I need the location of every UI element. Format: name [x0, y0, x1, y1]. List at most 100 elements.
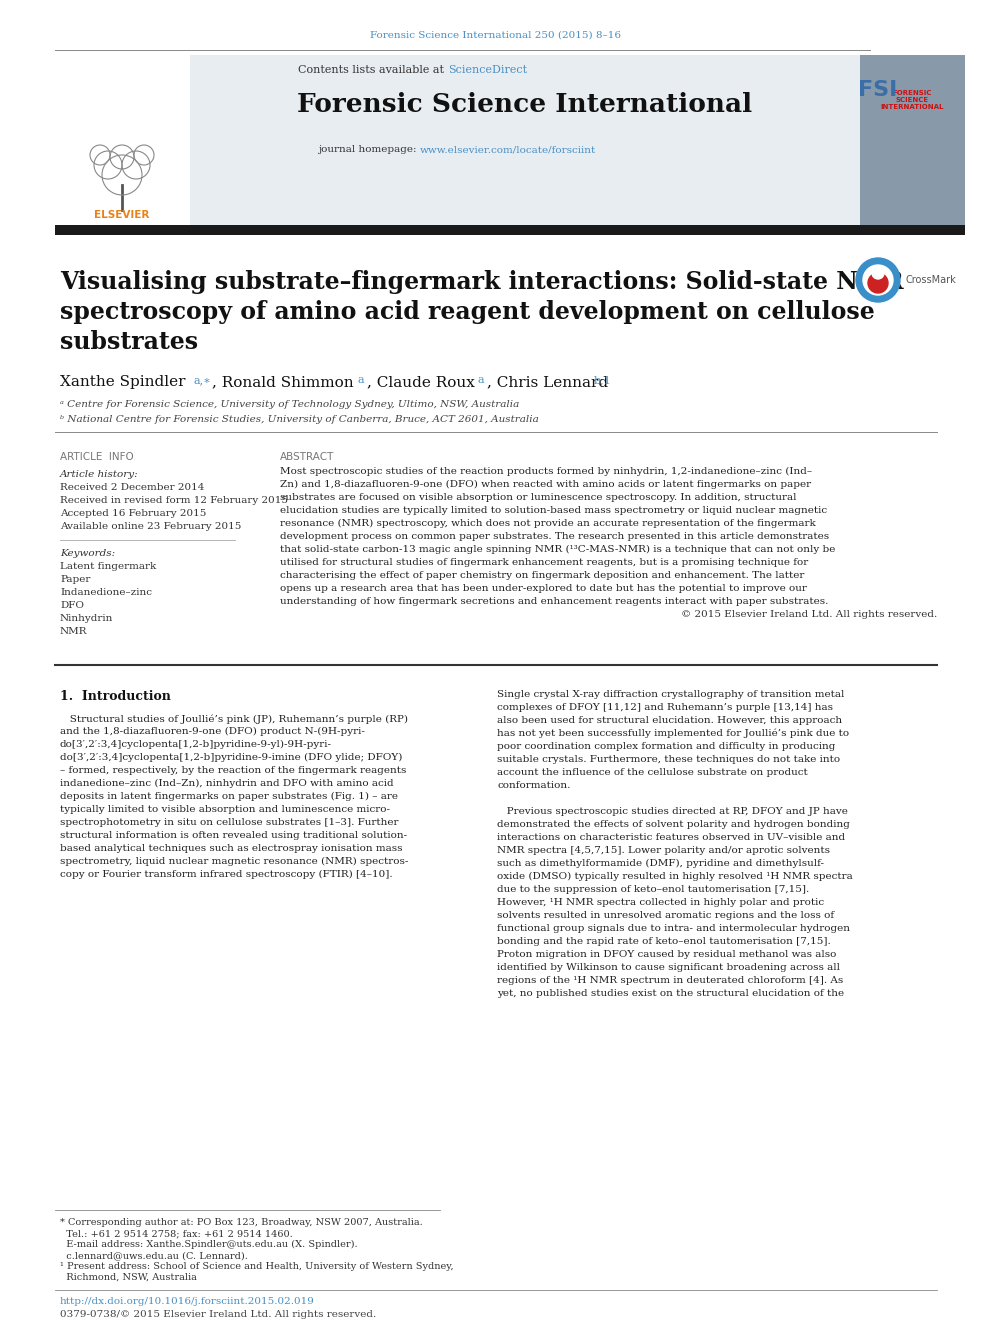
Text: yet, no published studies exist on the structural elucidation of the: yet, no published studies exist on the s… [497, 990, 844, 998]
Text: development process on common paper substrates. The research presented in this a: development process on common paper subs… [280, 532, 829, 541]
Text: poor coordination complex formation and difficulty in producing: poor coordination complex formation and … [497, 742, 835, 751]
Text: spectroscopy of amino acid reagent development on cellulose: spectroscopy of amino acid reagent devel… [60, 300, 875, 324]
Text: resonance (NMR) spectroscopy, which does not provide an accurate representation : resonance (NMR) spectroscopy, which does… [280, 519, 815, 528]
Text: a,∗: a,∗ [194, 374, 211, 385]
Text: structural information is often revealed using traditional solution-: structural information is often revealed… [60, 831, 407, 840]
Text: ARTICLE  INFO: ARTICLE INFO [60, 452, 134, 462]
Text: identified by Wilkinson to cause significant broadening across all: identified by Wilkinson to cause signifi… [497, 963, 840, 972]
Text: Received in revised form 12 February 2015: Received in revised form 12 February 201… [60, 496, 288, 505]
Text: that solid-state carbon-13 magic angle spinning NMR (¹³C-MAS-NMR) is a technique: that solid-state carbon-13 magic angle s… [280, 545, 835, 554]
Text: Xanthe Spindler: Xanthe Spindler [60, 374, 186, 389]
Text: Visualising substrate–fingermark interactions: Solid-state NMR: Visualising substrate–fingermark interac… [60, 270, 904, 294]
Text: Keywords:: Keywords: [60, 549, 115, 558]
Text: complexes of DFOY [11,12] and Ruhemann’s purple [13,14] has: complexes of DFOY [11,12] and Ruhemann’s… [497, 703, 833, 712]
Text: substrates: substrates [60, 329, 198, 355]
Text: bonding and the rapid rate of keto–enol tautomerisation [7,15].: bonding and the rapid rate of keto–enol … [497, 937, 830, 946]
Circle shape [863, 265, 893, 295]
Text: , Claude Roux: , Claude Roux [367, 374, 475, 389]
Text: ScienceDirect: ScienceDirect [448, 65, 527, 75]
Text: opens up a research area that has been under-explored to date but has the potent: opens up a research area that has been u… [280, 583, 806, 593]
Text: journal homepage:: journal homepage: [318, 146, 420, 155]
Text: ABSTRACT: ABSTRACT [280, 452, 334, 462]
Text: Latent fingermark: Latent fingermark [60, 562, 157, 572]
Text: Forensic Science International: Forensic Science International [298, 93, 753, 118]
Text: deposits in latent fingermarks on paper substrates (Fig. 1) – are: deposits in latent fingermarks on paper … [60, 792, 398, 802]
Text: NMR spectra [4,5,7,15]. Lower polarity and/or aprotic solvents: NMR spectra [4,5,7,15]. Lower polarity a… [497, 845, 830, 855]
Text: functional group signals due to intra- and intermolecular hydrogen: functional group signals due to intra- a… [497, 923, 850, 933]
Text: Richmond, NSW, Australia: Richmond, NSW, Australia [60, 1273, 196, 1282]
Text: © 2015 Elsevier Ireland Ltd. All rights reserved.: © 2015 Elsevier Ireland Ltd. All rights … [681, 610, 937, 619]
Text: b,1: b,1 [594, 374, 612, 385]
Text: Most spectroscopic studies of the reaction products formed by ninhydrin, 1,2-ind: Most spectroscopic studies of the reacti… [280, 467, 812, 476]
Text: conformation.: conformation. [497, 781, 570, 790]
Text: based analytical techniques such as electrospray ionisation mass: based analytical techniques such as elec… [60, 844, 403, 853]
Text: do[3′,2′:3,4]cyclopenta[1,2-b]pyridine-9-imine (DFO ylide; DFOY): do[3′,2′:3,4]cyclopenta[1,2-b]pyridine-9… [60, 753, 403, 762]
Text: , Chris Lennard: , Chris Lennard [487, 374, 608, 389]
Text: ᵇ National Centre for Forensic Studies, University of Canberra, Bruce, ACT 2601,: ᵇ National Centre for Forensic Studies, … [60, 415, 539, 423]
Text: , Ronald Shimmon: , Ronald Shimmon [212, 374, 353, 389]
Text: utilised for structural studies of fingermark enhancement reagents, but is a pro: utilised for structural studies of finge… [280, 558, 808, 568]
Text: account the influence of the cellulose substrate on product: account the influence of the cellulose s… [497, 767, 807, 777]
Text: Accepted 16 February 2015: Accepted 16 February 2015 [60, 509, 206, 519]
Text: elucidation studies are typically limited to solution-based mass spectrometry or: elucidation studies are typically limite… [280, 505, 827, 515]
Text: ᵃ Centre for Forensic Science, University of Technology Sydney, Ultimo, NSW, Aus: ᵃ Centre for Forensic Science, Universit… [60, 400, 519, 409]
Text: http://dx.doi.org/10.1016/j.forsciint.2015.02.019: http://dx.doi.org/10.1016/j.forsciint.20… [60, 1297, 314, 1306]
Text: Paper: Paper [60, 576, 90, 583]
Text: Indanedione–zinc: Indanedione–zinc [60, 587, 152, 597]
Text: Available online 23 February 2015: Available online 23 February 2015 [60, 523, 241, 531]
Text: Previous spectroscopic studies directed at RP, DFOY and JP have: Previous spectroscopic studies directed … [497, 807, 848, 816]
Text: 1.  Introduction: 1. Introduction [60, 691, 171, 703]
Text: solvents resulted in unresolved aromatic regions and the loss of: solvents resulted in unresolved aromatic… [497, 912, 834, 919]
Text: However, ¹H NMR spectra collected in highly polar and protic: However, ¹H NMR spectra collected in hig… [497, 898, 824, 908]
Text: ELSEVIER: ELSEVIER [94, 210, 150, 220]
Text: Zn) and 1,8-diazafluoren-9-one (DFO) when reacted with amino acids or latent fin: Zn) and 1,8-diazafluoren-9-one (DFO) whe… [280, 480, 811, 490]
Text: E-mail address: Xanthe.Spindler@uts.edu.au (X. Spindler).: E-mail address: Xanthe.Spindler@uts.edu.… [60, 1240, 358, 1249]
Text: spectrophotometry in situ on cellulose substrates [1–3]. Further: spectrophotometry in situ on cellulose s… [60, 818, 399, 827]
Text: * Corresponding author at: PO Box 123, Broadway, NSW 2007, Australia.: * Corresponding author at: PO Box 123, B… [60, 1218, 423, 1226]
Text: characterising the effect of paper chemistry on fingermark deposition and enhanc: characterising the effect of paper chemi… [280, 572, 805, 579]
Text: Proton migration in DFOY caused by residual methanol was also: Proton migration in DFOY caused by resid… [497, 950, 836, 959]
Text: indanedione–zinc (Ind–Zn), ninhydrin and DFO with amino acid: indanedione–zinc (Ind–Zn), ninhydrin and… [60, 779, 394, 789]
Text: Tel.: +61 2 9514 2758; fax: +61 2 9514 1460.: Tel.: +61 2 9514 2758; fax: +61 2 9514 1… [60, 1229, 293, 1238]
Text: do[3′,2′:3,4]cyclopenta[1,2-b]pyridine-9-yl)-9H-pyri-: do[3′,2′:3,4]cyclopenta[1,2-b]pyridine-9… [60, 740, 332, 749]
Text: suitable crystals. Furthermore, these techniques do not take into: suitable crystals. Furthermore, these te… [497, 755, 840, 763]
Text: CrossMark: CrossMark [905, 275, 955, 284]
Text: spectrometry, liquid nuclear magnetic resonance (NMR) spectros-: spectrometry, liquid nuclear magnetic re… [60, 857, 409, 867]
Circle shape [856, 258, 900, 302]
Text: typically limited to visible absorption and luminescence micro-: typically limited to visible absorption … [60, 804, 390, 814]
Text: ¹ Present address: School of Science and Health, University of Western Sydney,: ¹ Present address: School of Science and… [60, 1262, 453, 1271]
Text: interactions on characteristic features observed in UV–visible and: interactions on characteristic features … [497, 833, 845, 841]
Text: Article history:: Article history: [60, 470, 139, 479]
Text: c.lennard@uws.edu.au (C. Lennard).: c.lennard@uws.edu.au (C. Lennard). [60, 1252, 248, 1259]
FancyBboxPatch shape [860, 56, 965, 225]
Text: FORENSIC
SCIENCE
INTERNATIONAL: FORENSIC SCIENCE INTERNATIONAL [880, 90, 943, 110]
Text: demonstrated the effects of solvent polarity and hydrogen bonding: demonstrated the effects of solvent pola… [497, 820, 850, 830]
Text: DFO: DFO [60, 601, 84, 610]
Text: also been used for structural elucidation. However, this approach: also been used for structural elucidatio… [497, 716, 842, 725]
Text: copy or Fourier transform infrared spectroscopy (FTIR) [4–10].: copy or Fourier transform infrared spect… [60, 871, 393, 878]
Text: understanding of how fingermark secretions and enhancement reagents interact wit: understanding of how fingermark secretio… [280, 597, 828, 606]
Text: www.elsevier.com/locate/forsciint: www.elsevier.com/locate/forsciint [420, 146, 596, 155]
FancyBboxPatch shape [190, 56, 860, 225]
Circle shape [868, 273, 888, 292]
Text: Ninhydrin: Ninhydrin [60, 614, 113, 623]
Text: Received 2 December 2014: Received 2 December 2014 [60, 483, 204, 492]
FancyBboxPatch shape [55, 56, 190, 225]
FancyBboxPatch shape [55, 225, 965, 235]
Text: has not yet been successfully implemented for Joullié’s pink due to: has not yet been successfully implemente… [497, 729, 849, 738]
Text: due to the suppression of keto–enol tautomerisation [7,15].: due to the suppression of keto–enol taut… [497, 885, 809, 894]
Text: substrates are focused on visible absorption or luminescence spectroscopy. In ad: substrates are focused on visible absorp… [280, 493, 797, 501]
Text: NMR: NMR [60, 627, 87, 636]
Text: regions of the ¹H NMR spectrum in deuterated chloroform [4]. As: regions of the ¹H NMR spectrum in deuter… [497, 976, 843, 986]
Text: a: a [478, 374, 485, 385]
Text: such as dimethylformamide (DMF), pyridine and dimethylsulf-: such as dimethylformamide (DMF), pyridin… [497, 859, 824, 868]
Text: Contents lists available at: Contents lists available at [299, 65, 448, 75]
Text: and the 1,8-diazafluoren-9-one (DFO) product N-(9H-pyri-: and the 1,8-diazafluoren-9-one (DFO) pro… [60, 728, 365, 736]
Text: oxide (DMSO) typically resulted in highly resolved ¹H NMR spectra: oxide (DMSO) typically resulted in highl… [497, 872, 853, 881]
Text: a: a [358, 374, 365, 385]
Circle shape [872, 267, 884, 279]
Text: 0379-0738/© 2015 Elsevier Ireland Ltd. All rights reserved.: 0379-0738/© 2015 Elsevier Ireland Ltd. A… [60, 1310, 376, 1319]
Text: Single crystal X-ray diffraction crystallography of transition metal: Single crystal X-ray diffraction crystal… [497, 691, 844, 699]
Text: FSI: FSI [858, 79, 898, 101]
Text: – formed, respectively, by the reaction of the fingermark reagents: – formed, respectively, by the reaction … [60, 766, 407, 775]
